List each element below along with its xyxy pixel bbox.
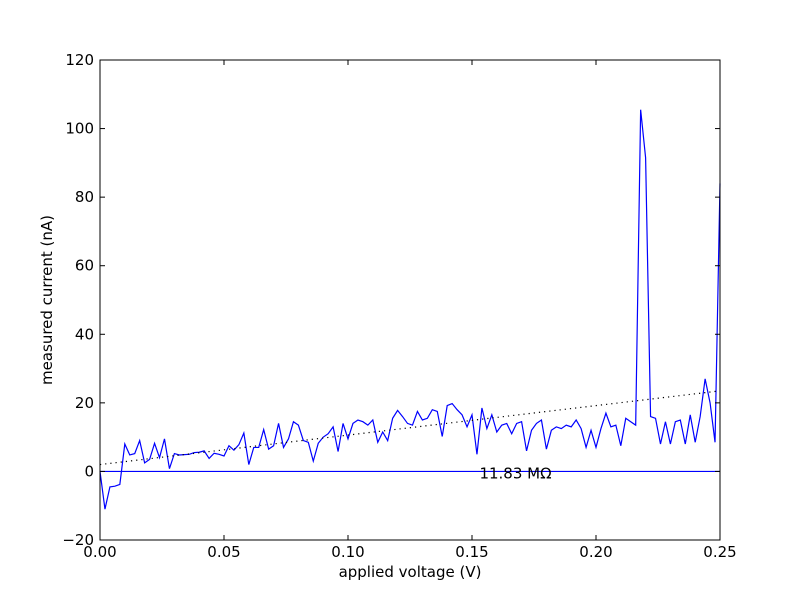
x-tick-label: 0.00 — [83, 543, 116, 561]
linear-fit-line — [99, 390, 721, 466]
y-tick-label: 60 — [75, 257, 94, 275]
y-axis-label: measured current (nA) — [38, 215, 56, 385]
ticks-layer — [99, 59, 721, 541]
x-tick-label: 0.20 — [579, 543, 612, 561]
plot-background — [100, 60, 720, 540]
x-axis-label: applied voltage (V) — [339, 563, 482, 581]
y-tick-label: 0 — [84, 462, 94, 480]
resistance-annotation: 11.83 MΩ — [479, 464, 551, 482]
plot-area — [99, 59, 721, 541]
x-tick-label: 0.15 — [455, 543, 488, 561]
y-tick-label: −20 — [62, 531, 94, 549]
y-tick-label: 40 — [75, 325, 94, 343]
series-layer — [99, 109, 721, 510]
x-tick-label: 0.25 — [703, 543, 736, 561]
tick-labels-layer: 0.00 0.05 0.10 0.15 0.20 0.25 −20 0 20 40 60 80 100 1… — [62, 51, 736, 561]
x-tick-label: 0.05 — [207, 543, 240, 561]
y-tick-label: 80 — [75, 188, 94, 206]
y-tick-label: 100 — [65, 120, 94, 138]
measured-current-line — [99, 109, 721, 510]
plot-frame — [99, 59, 721, 541]
y-tick-label: 20 — [75, 394, 94, 412]
y-tick-label: 120 — [65, 51, 94, 69]
x-tick-label: 0.10 — [331, 543, 364, 561]
